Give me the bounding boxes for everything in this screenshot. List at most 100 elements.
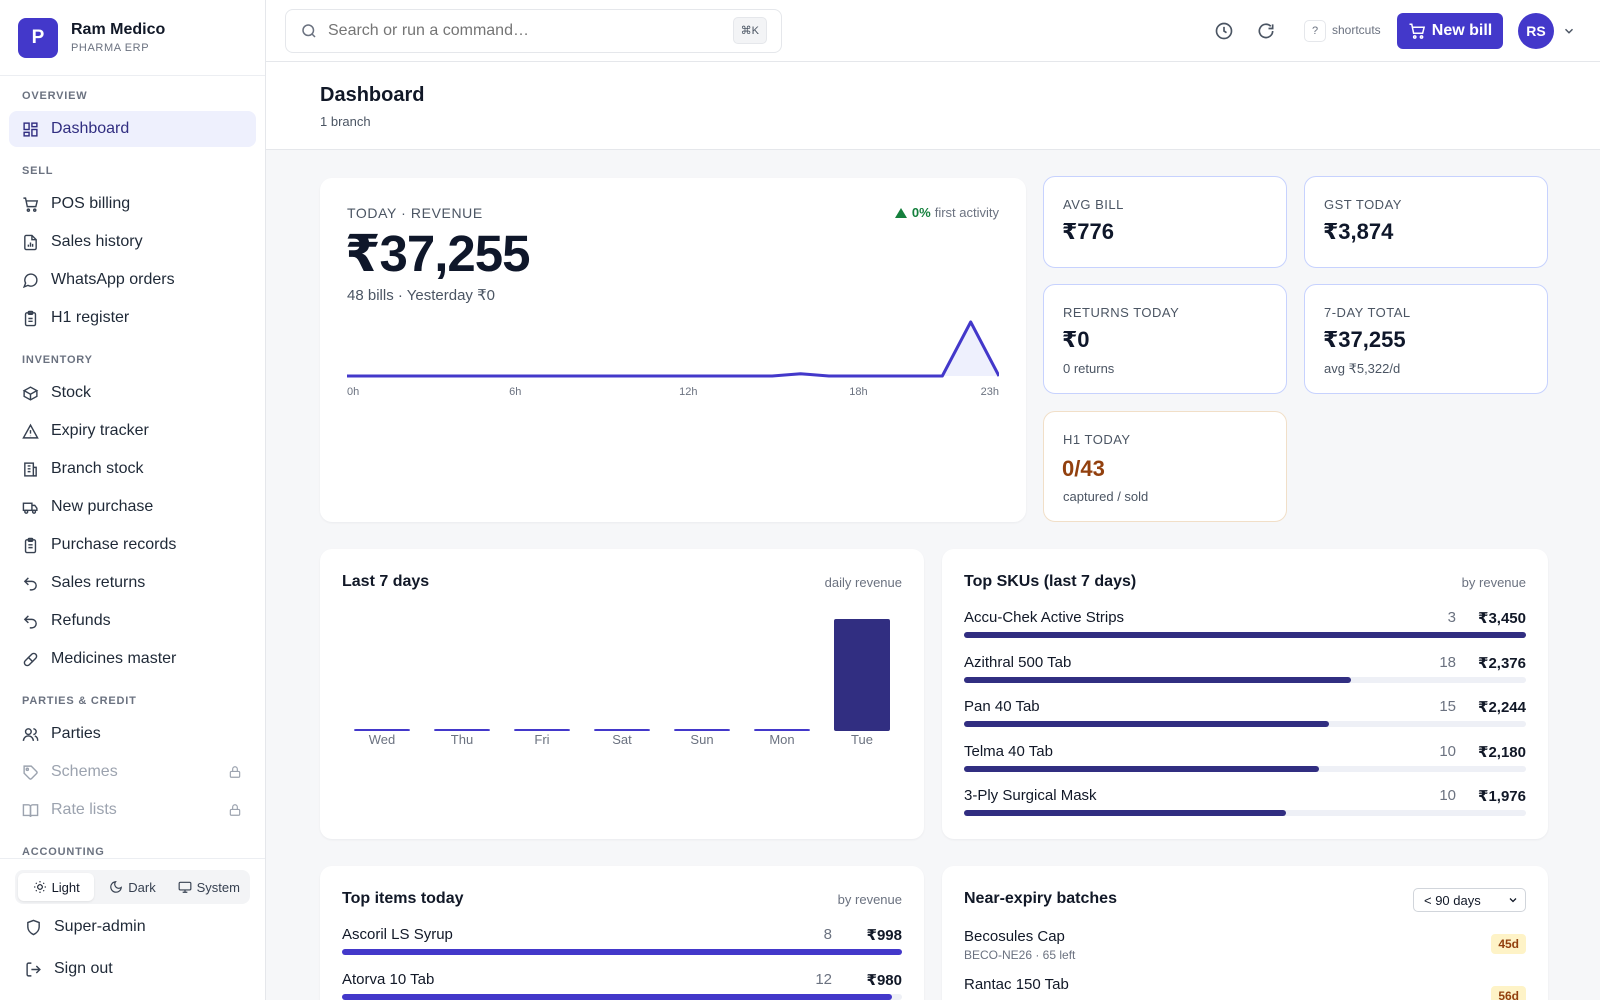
tag-icon	[22, 764, 39, 781]
file-chart-icon	[22, 234, 39, 251]
theme-option-dark[interactable]: Dark	[94, 873, 170, 901]
trend-text: first activity	[934, 205, 999, 220]
sidebar-item-label: Sales returns	[51, 574, 146, 591]
top-skus-list: Accu-Chek Active Strips 3 ₹3,450 Azithra…	[964, 609, 1526, 832]
avatar[interactable]: RS	[1518, 13, 1554, 49]
sidebar-item-pos-billing[interactable]: POS billing	[9, 186, 256, 222]
pill-icon	[22, 651, 39, 668]
sidebar-item-h1-register[interactable]: H1 register	[9, 300, 256, 336]
history-clock-icon[interactable]	[1214, 21, 1234, 41]
list-item: Telma 40 Tab 10 ₹2,180	[964, 743, 1526, 788]
users-icon	[22, 726, 39, 743]
sidebar-item-purchase-records[interactable]: Purchase records	[9, 527, 256, 563]
brand-name: Ram Medico	[71, 21, 166, 38]
list-item[interactable]: Rantac 150 Tab 56d	[964, 976, 1526, 1000]
days-left-badge: 45d	[1491, 934, 1526, 954]
theme-option-system[interactable]: System	[171, 873, 247, 901]
nav-section-overview: OVERVIEW	[22, 90, 88, 102]
panel-hint: by revenue	[837, 892, 902, 907]
sidebar: P Ram Medico PHARMA ERP OVERVIEW Dashboa…	[0, 0, 266, 1000]
page-title: Dashboard	[320, 84, 425, 106]
bar	[594, 729, 650, 731]
sidebar-item-refunds[interactable]: Refunds	[9, 603, 256, 639]
command-search[interactable]: ⌘K	[285, 9, 782, 53]
bar	[354, 729, 410, 731]
panel-title: Top items today	[342, 890, 464, 907]
shortcuts-label[interactable]: shortcuts	[1332, 23, 1381, 37]
clipboard-list-icon	[22, 537, 39, 554]
sidebar-item-sales-history[interactable]: Sales history	[9, 224, 256, 260]
sidebar-item-whatsapp-orders[interactable]: WhatsApp orders	[9, 262, 256, 298]
stat-label: 7-DAY TOTAL	[1324, 305, 1411, 320]
sidebar-item-branch-stock[interactable]: Branch stock	[9, 451, 256, 487]
seven-day-total-card: 7-DAY TOTAL ₹37,255 avg ₹5,322/d	[1304, 284, 1548, 394]
panel-title: Last 7 days	[342, 573, 430, 590]
bar-category-label: Sun	[690, 732, 713, 747]
list-item: Azithral 500 Tab 18 ₹2,376	[964, 654, 1526, 699]
gst-today-card: GST TODAY ₹3,874	[1304, 176, 1548, 268]
stat-label: H1 TODAY	[1063, 432, 1131, 447]
item-bar-track	[342, 949, 902, 955]
sidebar-item-label: Dashboard	[51, 120, 130, 137]
bar	[834, 619, 890, 731]
list-item[interactable]: Becosules Cap BECO-NE26 · 65 left 45d	[964, 928, 1526, 974]
sku-qty: 3	[1447, 609, 1456, 626]
last-7-days-card: Last 7 days daily revenue Wed Thu Fri Sat Su…	[320, 549, 924, 839]
moon-icon	[110, 881, 123, 893]
stat-label: AVG BILL	[1063, 197, 1124, 212]
sidebar-item-expiry-tracker[interactable]: Expiry tracker	[9, 413, 256, 449]
sidebar-item-rate-lists[interactable]: Rate lists	[9, 792, 256, 828]
top-items-list: Ascoril LS Syrup 8 ₹998 Atorva 10 Tab 12…	[342, 926, 902, 1000]
sidebar-item-label: Expiry tracker	[51, 422, 149, 439]
sidebar-item-label: Purchase records	[51, 536, 177, 553]
search-input[interactable]	[328, 22, 728, 40]
sku-qty: 10	[1439, 742, 1456, 760]
chevron-down-icon[interactable]	[1562, 24, 1576, 38]
shield-icon	[27, 919, 40, 935]
sku-bar-track	[964, 676, 1526, 683]
panel-title: Top SKUs (last 7 days)	[964, 573, 1137, 590]
sku-bar-fill	[964, 721, 1330, 727]
sidebar-item-medicines-master[interactable]: Medicines master	[9, 641, 256, 677]
h1-today-card: H1 TODAY 0/43 captured / sold	[1043, 411, 1287, 522]
sku-name: 3-Ply Surgical Mask	[964, 787, 1097, 804]
sidebar-item-label: Branch stock	[51, 460, 144, 477]
brand-logo: P	[18, 17, 58, 58]
super-admin-link[interactable]: Super-admin	[15, 908, 250, 946]
sku-name: Azithral 500 Tab	[964, 653, 1072, 671]
sku-name: Telma 40 Tab	[964, 742, 1053, 760]
sku-bar-fill	[964, 632, 1526, 638]
sidebar-item-schemes[interactable]: Schemes	[9, 754, 256, 790]
bar-category-label: Wed	[369, 732, 396, 747]
sidebar-item-sales-returns[interactable]: Sales returns	[9, 565, 256, 601]
theme-option-light[interactable]: Light	[18, 873, 95, 901]
item-qty: 8	[823, 926, 832, 943]
sidebar-item-dashboard[interactable]: Dashboard	[9, 111, 256, 147]
list-item: Atorva 10 Tab 12 ₹980	[342, 971, 902, 1000]
sku-qty: 18	[1439, 653, 1456, 671]
sku-amount: ₹3,450	[1478, 610, 1526, 627]
sku-amount: ₹2,376	[1478, 654, 1526, 672]
super-admin-label: Super-admin	[54, 918, 146, 935]
bar-category-label: Sat	[612, 732, 632, 747]
sidebar-item-label: Sales history	[51, 233, 143, 250]
sidebar-item-parties[interactable]: Parties	[9, 716, 256, 752]
book-icon	[22, 802, 39, 819]
stat-sub: avg ₹5,322/d	[1324, 361, 1401, 376]
revenue-meta: 48 bills · Yesterday ₹0	[347, 287, 495, 304]
sidebar-item-label: WhatsApp orders	[51, 271, 175, 288]
expiry-window-select[interactable]: < 90 days	[1413, 888, 1526, 912]
shortcuts-key-icon[interactable]: ?	[1304, 20, 1326, 42]
sidebar-item-stock[interactable]: Stock	[9, 375, 256, 411]
avg-bill-card: AVG BILL ₹776	[1043, 176, 1287, 268]
bar	[514, 729, 570, 731]
sidebar-item-new-purchase[interactable]: New purchase	[9, 489, 256, 525]
daily-revenue-chart: Wed Thu Fri Sat Sun Mon Tue	[354, 619, 890, 747]
refresh-icon[interactable]	[1256, 21, 1276, 41]
new-bill-button[interactable]: New bill	[1397, 13, 1503, 49]
top-items-today-card: Top items today by revenue Ascoril LS Sy…	[320, 866, 924, 1000]
monitor-icon	[178, 881, 192, 893]
sku-name: Accu-Chek Active Strips	[964, 609, 1125, 626]
list-item: Pan 40 Tab 15 ₹2,244	[964, 698, 1526, 743]
sign-out-button[interactable]: Sign out	[15, 950, 250, 988]
